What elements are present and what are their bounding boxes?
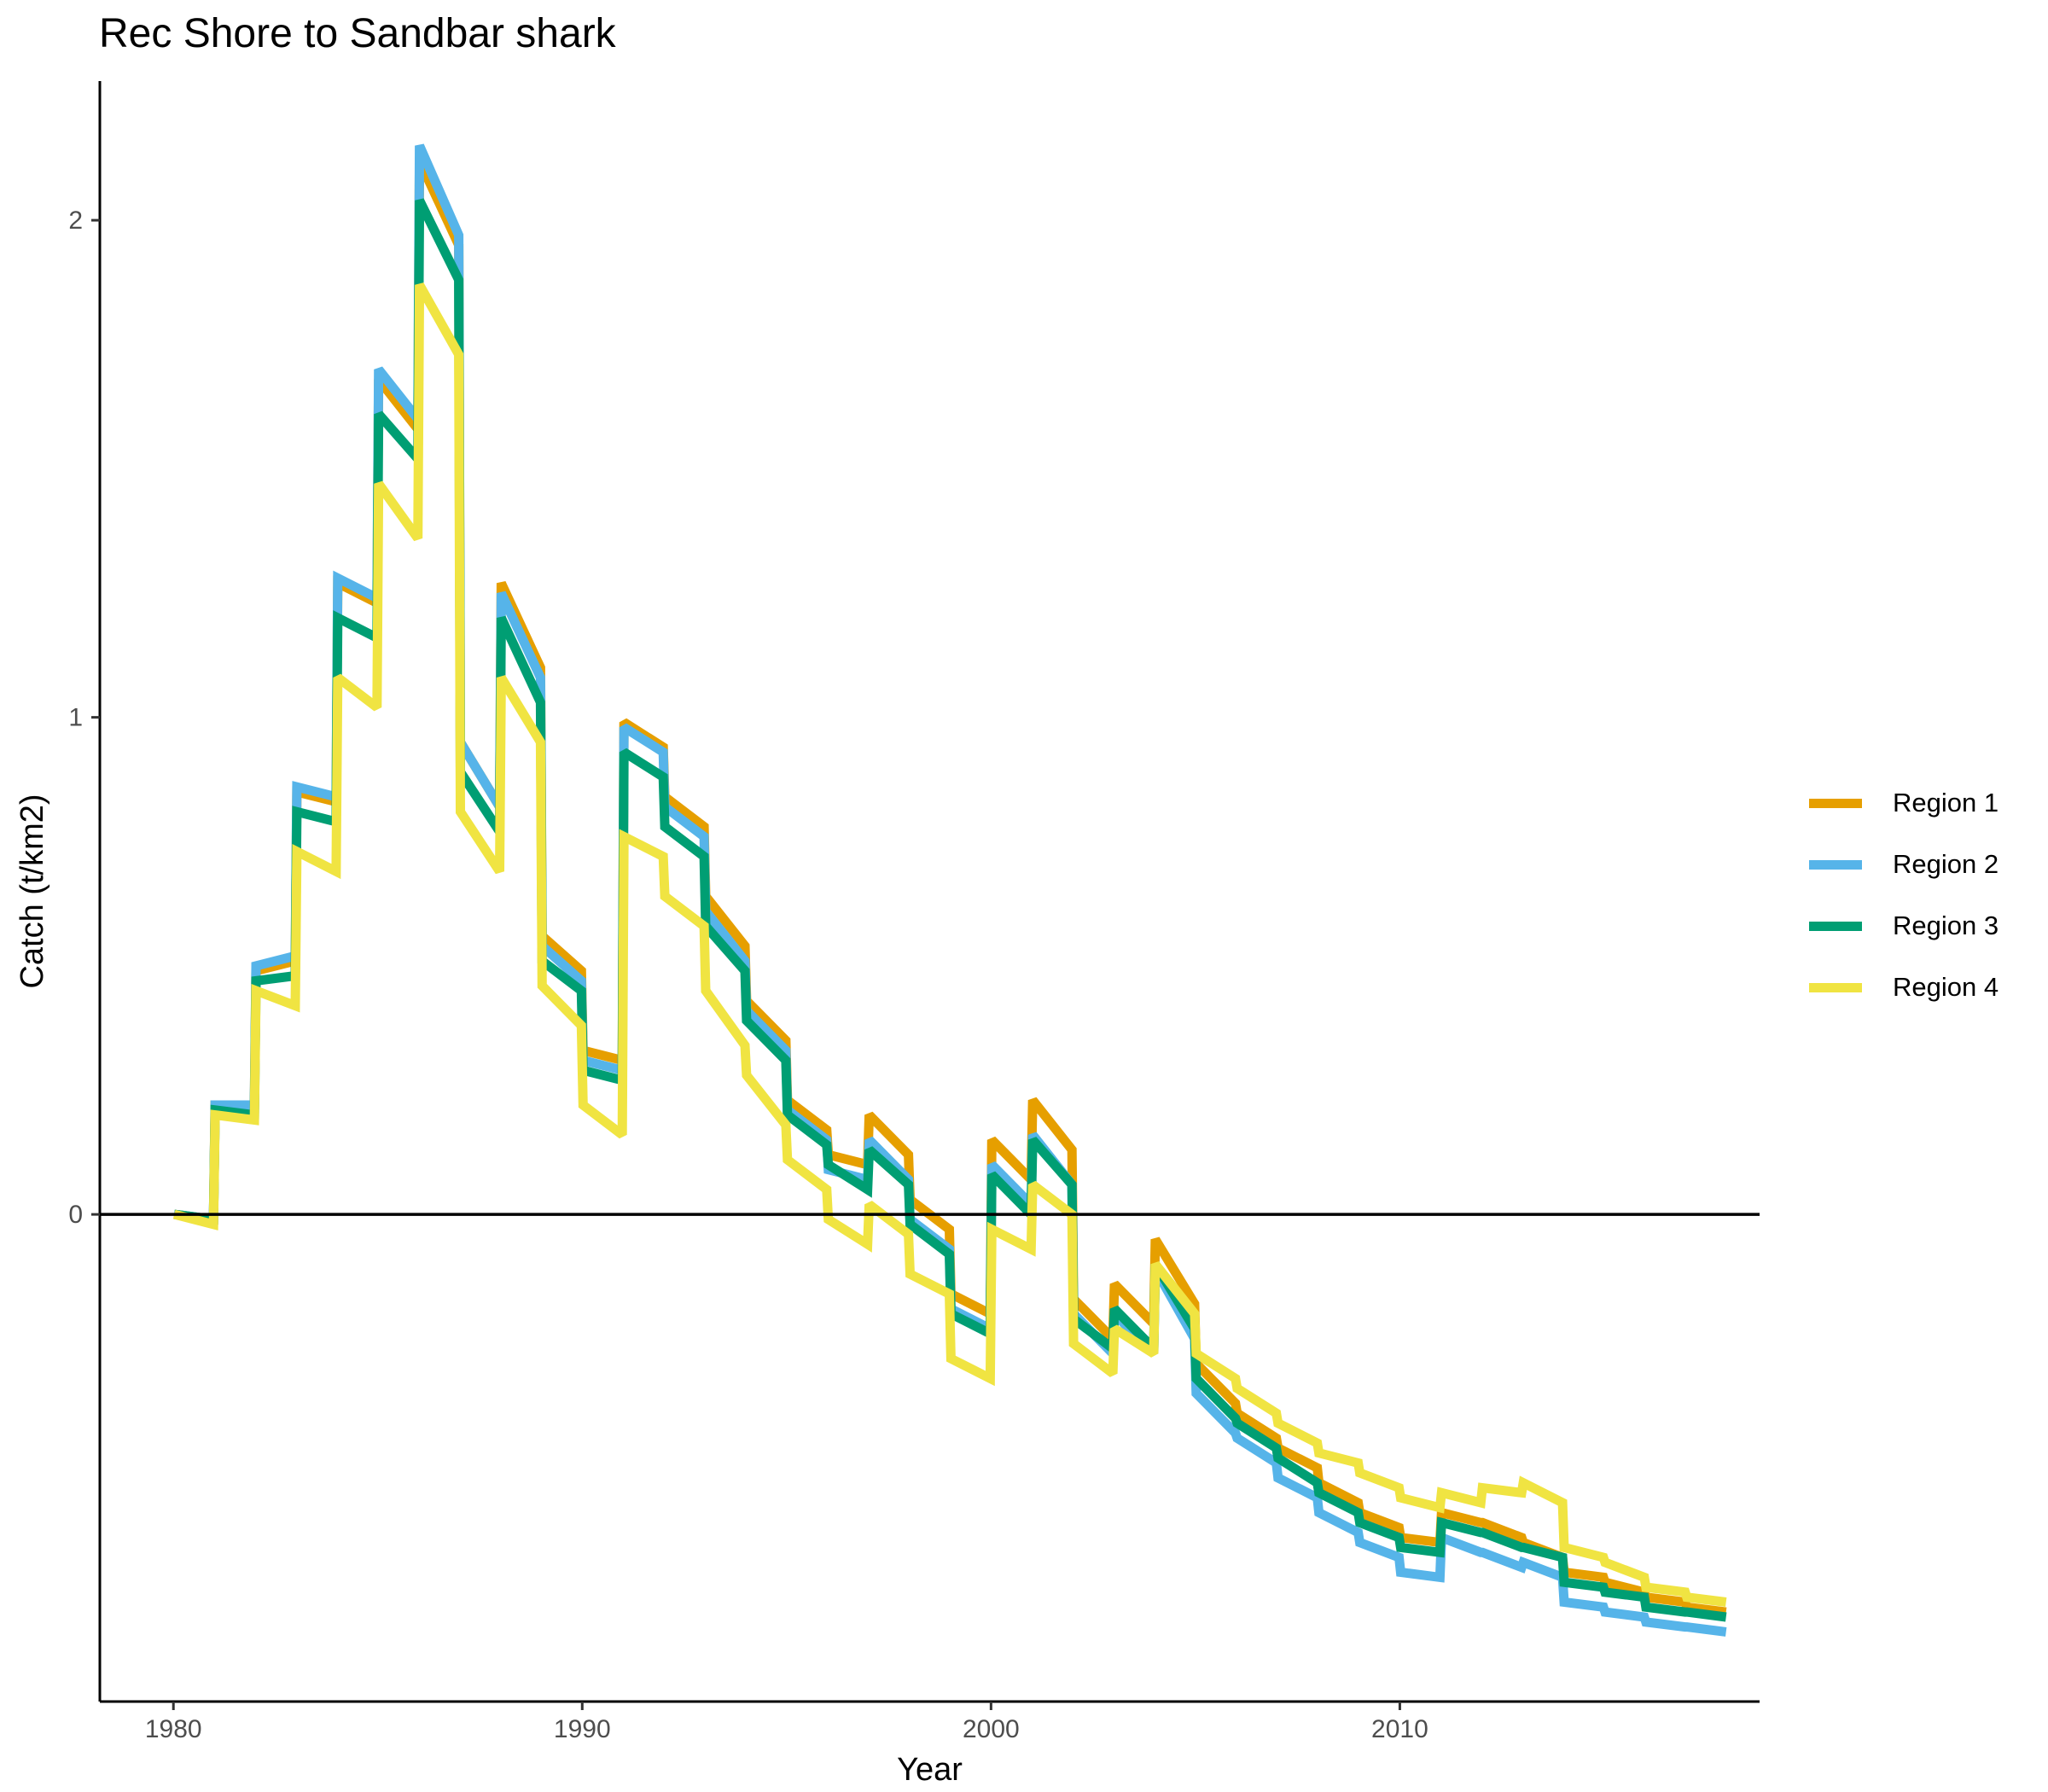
x-tick-label: 2010 [1371, 1715, 1428, 1743]
legend-swatch [1809, 859, 1862, 870]
y-tick-label: 1 [68, 704, 83, 732]
series-layer [172, 143, 1727, 1637]
legend-swatch [1809, 798, 1862, 808]
series-line-region-3 [173, 198, 1727, 1622]
legend-item-region-4: Region 4 [1809, 957, 1999, 1018]
y-tick-label: 2 [68, 207, 83, 235]
x-tick-label: 2000 [963, 1715, 1020, 1743]
y-axis-title: Catch (t/km2) [15, 794, 50, 988]
legend-label: Region 4 [1893, 972, 1999, 1002]
series-line-region-1 [173, 158, 1727, 1617]
series-line-region-4 [172, 282, 1727, 1607]
x-tick-label: 1980 [145, 1715, 202, 1743]
legend-label: Region 1 [1893, 788, 1999, 817]
chart-title: Rec Shore to Sandbar shark [99, 11, 616, 56]
legend-label: Region 3 [1893, 911, 1999, 940]
series-line-region-2 [173, 143, 1727, 1637]
legend-item-region-1: Region 1 [1809, 772, 1999, 834]
y-axis-ticks: 0 1 2 [68, 207, 100, 1229]
chart-legend: Region 1 Region 2 Region 3 Region 4 [1809, 772, 1999, 1018]
legend-item-region-2: Region 2 [1809, 834, 1999, 895]
legend-swatch [1809, 921, 1862, 931]
x-tick-label: 1990 [554, 1715, 611, 1743]
legend-swatch [1809, 982, 1862, 992]
legend-label: Region 2 [1893, 849, 1999, 879]
x-axis-ticks: 1980 1990 2000 2010 [145, 1702, 1428, 1743]
y-tick-label: 0 [68, 1201, 83, 1229]
x-axis-title: Year [897, 1752, 963, 1788]
legend-item-region-3: Region 3 [1809, 895, 1999, 957]
